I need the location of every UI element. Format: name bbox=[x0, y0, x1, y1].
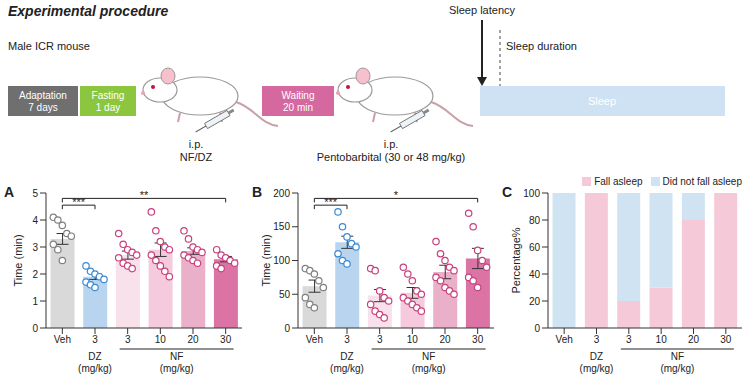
svg-text:1: 1 bbox=[32, 296, 38, 307]
svg-text:100: 100 bbox=[523, 188, 540, 199]
svg-text:Veh: Veh bbox=[306, 334, 323, 345]
svg-text:80: 80 bbox=[529, 215, 541, 226]
svg-text:3: 3 bbox=[32, 242, 38, 253]
svg-text:30: 30 bbox=[220, 334, 232, 345]
svg-text:***: *** bbox=[72, 196, 86, 208]
svg-text:Fasting: Fasting bbox=[92, 90, 125, 101]
svg-text:***: *** bbox=[324, 196, 338, 208]
svg-text:200: 200 bbox=[273, 188, 290, 199]
svg-text:*: * bbox=[394, 189, 399, 201]
html-text:C: C bbox=[502, 184, 513, 200]
svg-text:10: 10 bbox=[656, 334, 668, 345]
svg-text:DZ: DZ bbox=[88, 351, 101, 362]
svg-text:Adaptation: Adaptation bbox=[19, 90, 67, 101]
svg-text:0: 0 bbox=[534, 323, 540, 334]
html-text:A: A bbox=[4, 184, 15, 200]
svg-text:DZ: DZ bbox=[590, 351, 603, 362]
svg-text:Sleep latency: Sleep latency bbox=[449, 4, 516, 16]
svg-text:20: 20 bbox=[187, 334, 199, 345]
svg-text:Percentage%: Percentage% bbox=[510, 227, 522, 293]
svg-text:i.p.: i.p. bbox=[189, 138, 204, 150]
svg-text:5: 5 bbox=[32, 188, 38, 199]
svg-text:(mg/kg): (mg/kg) bbox=[330, 363, 364, 374]
svg-text:2: 2 bbox=[32, 269, 38, 280]
svg-text:10: 10 bbox=[155, 334, 167, 345]
svg-text:NF: NF bbox=[671, 351, 684, 362]
html-text:Did not fall asleep: Did not fall asleep bbox=[662, 176, 742, 187]
svg-text:7 days: 7 days bbox=[28, 102, 57, 113]
svg-text:NF: NF bbox=[170, 351, 183, 362]
svg-text:150: 150 bbox=[273, 221, 290, 232]
svg-text:20 min: 20 min bbox=[283, 102, 313, 113]
svg-text:20: 20 bbox=[688, 334, 700, 345]
svg-text:40: 40 bbox=[529, 269, 541, 280]
svg-text:Experimental procedure: Experimental procedure bbox=[8, 3, 168, 19]
svg-text:3: 3 bbox=[92, 334, 98, 345]
svg-text:Veh: Veh bbox=[54, 334, 71, 345]
svg-text:3: 3 bbox=[626, 334, 632, 345]
svg-text:Sleep: Sleep bbox=[588, 95, 616, 107]
svg-text:30: 30 bbox=[472, 334, 484, 345]
svg-text:(mg/kg): (mg/kg) bbox=[660, 363, 694, 374]
svg-text:NF: NF bbox=[422, 351, 435, 362]
svg-text:0: 0 bbox=[32, 323, 38, 334]
svg-text:3: 3 bbox=[594, 334, 600, 345]
svg-text:Waiting: Waiting bbox=[282, 90, 315, 101]
svg-text:Male ICR mouse: Male ICR mouse bbox=[8, 40, 90, 52]
svg-text:(mg/kg): (mg/kg) bbox=[412, 363, 446, 374]
svg-text:DZ: DZ bbox=[340, 351, 353, 362]
svg-text:3: 3 bbox=[377, 334, 383, 345]
svg-text:3: 3 bbox=[344, 334, 350, 345]
svg-text:10: 10 bbox=[407, 334, 419, 345]
svg-text:1 day: 1 day bbox=[96, 102, 120, 113]
svg-text:Pentobarbital (30 or 48 mg/kg): Pentobarbital (30 or 48 mg/kg) bbox=[317, 151, 466, 163]
svg-text:30: 30 bbox=[720, 334, 732, 345]
html-text:B: B bbox=[252, 184, 263, 200]
svg-text:(mg/kg): (mg/kg) bbox=[160, 363, 194, 374]
svg-text:60: 60 bbox=[529, 242, 541, 253]
svg-text:3: 3 bbox=[125, 334, 131, 345]
svg-text:4: 4 bbox=[32, 215, 38, 226]
svg-text:NF/DZ: NF/DZ bbox=[180, 151, 213, 163]
html-text:Fall asleep: Fall asleep bbox=[594, 176, 643, 187]
svg-text:Time (min): Time (min) bbox=[260, 234, 272, 286]
svg-text:50: 50 bbox=[279, 289, 291, 300]
svg-text:(mg/kg): (mg/kg) bbox=[580, 363, 614, 374]
svg-text:20: 20 bbox=[439, 334, 451, 345]
svg-text:Veh: Veh bbox=[556, 334, 573, 345]
svg-text:Sleep duration: Sleep duration bbox=[506, 40, 577, 52]
svg-text:i.p.: i.p. bbox=[384, 138, 399, 150]
svg-text:(mg/kg): (mg/kg) bbox=[78, 363, 112, 374]
svg-text:20: 20 bbox=[529, 296, 541, 307]
svg-text:100: 100 bbox=[273, 255, 290, 266]
svg-text:**: ** bbox=[140, 189, 149, 201]
svg-text:0: 0 bbox=[284, 323, 290, 334]
svg-text:Time (min): Time (min) bbox=[12, 234, 24, 286]
